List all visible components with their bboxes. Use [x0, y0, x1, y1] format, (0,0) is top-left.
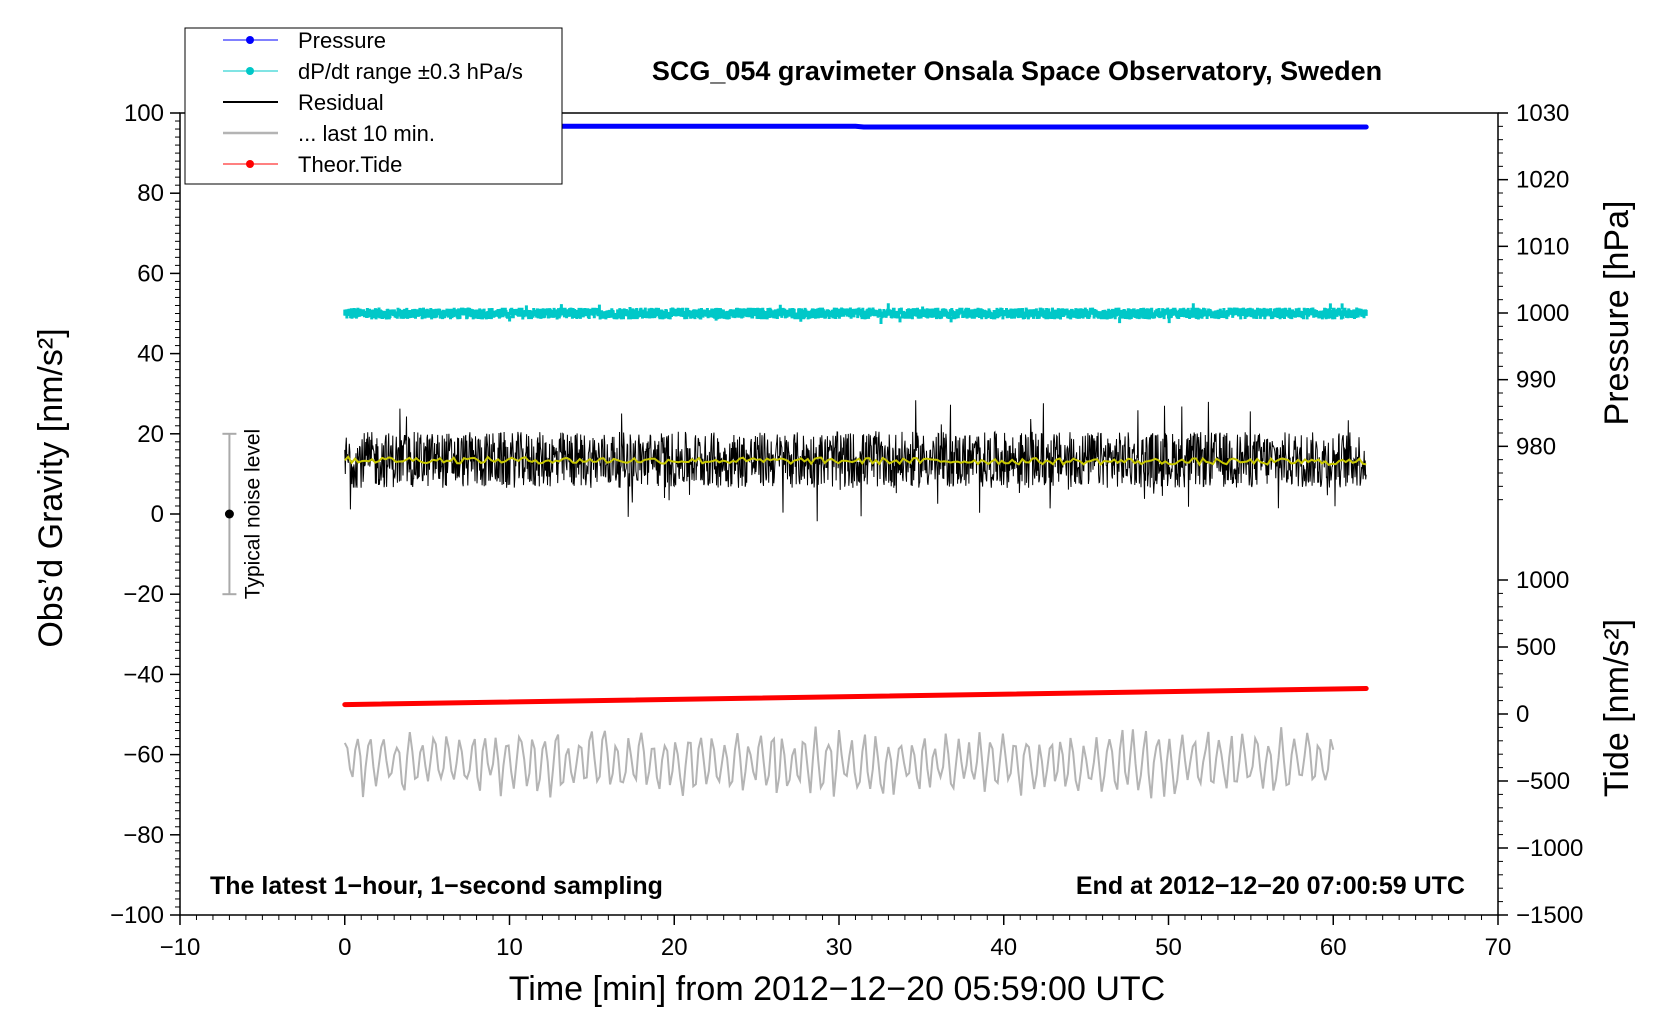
- legend-item-theor-tide: Theor.Tide: [223, 152, 402, 177]
- x-tick-label: 50: [1155, 934, 1182, 961]
- pressure-tick-label: 1010: [1516, 233, 1569, 260]
- legend-marker-dpdt: [246, 67, 254, 75]
- tide-tick-label: 1000: [1516, 567, 1569, 594]
- series-last-10-min: [343, 726, 1335, 799]
- legend-item-pressure: Pressure: [223, 28, 386, 53]
- x-tick-label: 0: [338, 934, 351, 961]
- annotation-left: The latest 1−hour, 1−second sampling: [210, 872, 663, 900]
- noise-level-label: Typical noise level: [241, 429, 264, 599]
- x-tick-label: 40: [990, 934, 1017, 961]
- tide-tick-label: 0: [1516, 701, 1529, 728]
- y-tick-label: 100: [124, 100, 164, 127]
- series-theor-tide: [342, 686, 1369, 708]
- series-layer: [342, 123, 1369, 799]
- y-tick-label: 0: [151, 501, 164, 528]
- tide-tick-label: −1000: [1516, 835, 1583, 862]
- y-tick-label: 40: [137, 341, 164, 368]
- chart-title: SCG_054 gravimeter Onsala Space Observat…: [652, 56, 1382, 86]
- pressure-tick-label: 1020: [1516, 167, 1569, 194]
- series-residual: [344, 400, 1367, 522]
- y-tick-label: 20: [137, 421, 164, 448]
- y-tick-label: −100: [110, 902, 164, 929]
- tide-tick-label: −1500: [1516, 902, 1583, 929]
- y-axis-title-pressure: Pressure [hPa]: [1598, 201, 1636, 426]
- pressure-tick-label: 1000: [1516, 300, 1569, 327]
- y-tick-label: 80: [137, 180, 164, 207]
- y-axis-title-gravity: Obs’d Gravity [nm/s²]: [32, 328, 70, 647]
- y-tick-label: 60: [137, 260, 164, 287]
- pressure-tick-label: 1030: [1516, 100, 1569, 127]
- x-tick-label: 60: [1320, 934, 1347, 961]
- tide-tick-label: 500: [1516, 634, 1556, 661]
- legend-marker-theor-tide: [246, 160, 254, 168]
- tide-axis: −1500 −1000 −500 0 500 1000: [1498, 567, 1583, 929]
- legend-item-dpdt: dP/dt range ±0.3 hPa/s: [223, 59, 523, 84]
- legend-label-dpdt: dP/dt range ±0.3 hPa/s: [298, 59, 523, 84]
- x-tick-label: 70: [1485, 934, 1512, 961]
- legend-label-residual: Residual: [298, 90, 384, 115]
- x-tick-label: 30: [826, 934, 853, 961]
- pressure-axis: 980 990 1000 1010 1020 1030: [1498, 100, 1569, 501]
- y-axis-title-tide: Tide [nm/s²]: [1598, 619, 1636, 797]
- y-tick-label: −40: [123, 661, 164, 688]
- series-dp-dt-range-0-3-hpa-s: [343, 303, 1368, 324]
- series-smoothed-3: [344, 455, 1367, 467]
- annotation-right: End at 2012−12−20 07:00:59 UTC: [1076, 872, 1465, 900]
- x-axis-title: Time [min] from 2012−12−20 05:59:00 UTC: [509, 970, 1165, 1008]
- x-tick-label: 10: [496, 934, 523, 961]
- x-tick-label: 20: [661, 934, 688, 961]
- noise-level-marker: Typical noise level: [222, 429, 264, 599]
- plot-area: [179, 112, 1499, 916]
- legend-item-last-10-min: ... last 10 min.: [223, 121, 435, 146]
- legend-box: [184, 27, 563, 185]
- tide-tick-label: −500: [1516, 768, 1570, 795]
- legend-item-residual: Residual: [223, 90, 384, 115]
- y-tick-label: −60: [123, 742, 164, 769]
- y-tick-label: −80: [123, 822, 164, 849]
- pressure-tick-label: 990: [1516, 367, 1556, 394]
- noise-center-dot: [224, 509, 234, 519]
- x-axis: −10 0 10 20 30 40 50 60 70: [160, 915, 1512, 961]
- y-tick-label: −20: [123, 581, 164, 608]
- legend-label-last-10-min: ... last 10 min.: [298, 121, 435, 146]
- pressure-tick-label: 980: [1516, 433, 1556, 460]
- x-tick-label: −10: [160, 934, 201, 961]
- series-pressure: [342, 123, 1369, 130]
- legend-marker-pressure: [246, 36, 254, 44]
- legend-label-theor-tide: Theor.Tide: [298, 152, 402, 177]
- gravity-axis: −100 −80 −60 −40 −20 0 20 40 60 80 100: [110, 100, 180, 929]
- legend-label-pressure: Pressure: [298, 28, 386, 53]
- legend: Pressure dP/dt range ±0.3 hPa/s Residual…: [184, 27, 563, 185]
- plot-frame: [179, 112, 1499, 916]
